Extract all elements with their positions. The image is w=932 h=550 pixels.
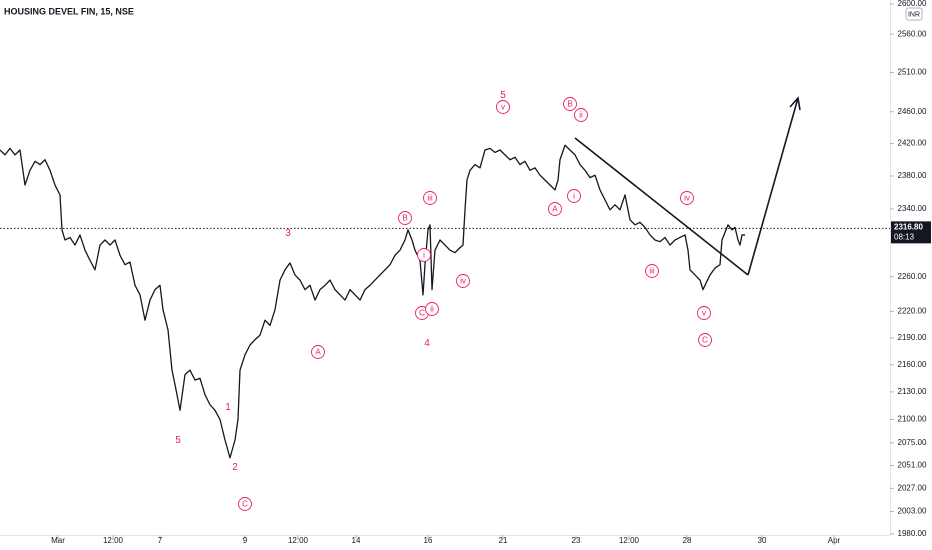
chart-title: HOUSING DEVEL FIN, 15, NSE bbox=[4, 6, 134, 16]
wave-label-circle bbox=[567, 189, 581, 203]
wave-label: iv bbox=[460, 277, 466, 286]
wave-label-circle bbox=[423, 191, 437, 205]
wave-label-circle bbox=[645, 264, 659, 278]
y-tick-label: 2420.00 bbox=[898, 139, 927, 148]
wave-label: 5 bbox=[500, 90, 506, 101]
projection-arrow bbox=[747, 97, 799, 276]
arrow-head bbox=[789, 96, 801, 111]
wave-label: v bbox=[702, 309, 706, 318]
wave-label: 2 bbox=[232, 462, 238, 473]
wave-label: A bbox=[552, 205, 558, 214]
y-tick-label: 2051.00 bbox=[898, 461, 927, 470]
y-tick-label: 2027.00 bbox=[898, 483, 927, 492]
wave-label: C bbox=[419, 309, 425, 318]
trend-line bbox=[574, 137, 749, 276]
wave-label: 5 bbox=[175, 435, 181, 446]
y-tick-label: 1980.00 bbox=[898, 529, 927, 538]
wave-label-circle bbox=[680, 191, 694, 205]
x-tick-label: 21 bbox=[499, 536, 508, 545]
wave-label: iii bbox=[427, 194, 433, 203]
wave-label-circle bbox=[496, 100, 510, 114]
wave-label: i bbox=[573, 192, 575, 201]
y-tick-label: 2160.00 bbox=[898, 360, 927, 369]
wave-label-circle bbox=[417, 248, 431, 262]
wave-label-circle bbox=[425, 302, 439, 316]
x-tick-label: 9 bbox=[243, 536, 248, 545]
y-tick-label: 2190.00 bbox=[898, 333, 927, 342]
currency-box[interactable] bbox=[905, 7, 923, 21]
wave-label: 3 bbox=[285, 228, 291, 239]
x-tick-label: 30 bbox=[758, 536, 767, 545]
price-line bbox=[0, 144, 745, 459]
wave-label: i bbox=[423, 251, 425, 260]
wave-label: C bbox=[242, 500, 248, 509]
last-price-tag bbox=[891, 221, 931, 244]
y-tick-label: 2510.00 bbox=[898, 68, 927, 77]
x-tick-label: 16 bbox=[424, 536, 433, 545]
wave-label: ii bbox=[430, 305, 434, 314]
y-tick-label: 2100.00 bbox=[898, 415, 927, 424]
currency-label[interactable]: INR bbox=[908, 11, 920, 18]
y-tick-label: 2380.00 bbox=[898, 171, 927, 180]
wave-label: iii bbox=[649, 267, 655, 276]
wave-label-circle bbox=[698, 333, 712, 347]
x-tick-label: Mar bbox=[51, 536, 65, 545]
x-tick-label: 7 bbox=[158, 536, 163, 545]
wave-label: B bbox=[567, 100, 572, 109]
y-tick-label: 2220.00 bbox=[898, 307, 927, 316]
wave-label: A bbox=[315, 348, 321, 357]
x-tick-label: 12:00 bbox=[288, 536, 309, 545]
wave-label-circle bbox=[398, 211, 412, 225]
wave-label-circle bbox=[563, 97, 577, 111]
x-tick-label: Apr bbox=[828, 536, 841, 545]
y-tick-label: 2130.00 bbox=[898, 387, 927, 396]
wave-label-circle bbox=[456, 274, 470, 288]
wave-label-circle bbox=[311, 345, 325, 359]
wave-label-circle bbox=[697, 306, 711, 320]
wave-label: ii bbox=[579, 111, 583, 120]
wave-label-circle bbox=[548, 202, 562, 216]
x-tick-label: 12:00 bbox=[103, 536, 124, 545]
wave-label: iv bbox=[684, 194, 690, 203]
wave-label: C bbox=[702, 336, 708, 345]
y-tick-label: 2260.00 bbox=[898, 272, 927, 281]
y-tick-label: 2560.00 bbox=[898, 29, 927, 38]
x-tick-label: 12:00 bbox=[619, 536, 640, 545]
x-tick-label: 14 bbox=[352, 536, 361, 545]
x-tick-label: 23 bbox=[572, 536, 581, 545]
wave-label: 4 bbox=[424, 338, 430, 349]
y-tick-label: 2075.00 bbox=[898, 438, 927, 447]
wave-label-circle bbox=[238, 497, 252, 511]
y-tick-label: 2600.00 bbox=[898, 0, 927, 8]
wave-label: B bbox=[402, 214, 407, 223]
x-tick-label: 28 bbox=[683, 536, 692, 545]
wave-label: v bbox=[501, 103, 505, 112]
countdown-label: 08:13 bbox=[894, 232, 915, 241]
wave-label-circle bbox=[574, 108, 588, 122]
y-tick-label: 2003.00 bbox=[898, 507, 927, 516]
wave-label: 1 bbox=[225, 402, 231, 413]
y-tick-label: 2340.00 bbox=[898, 204, 927, 213]
y-tick-label: 2460.00 bbox=[898, 107, 927, 116]
last-price-label: 2316.80 bbox=[894, 222, 923, 231]
